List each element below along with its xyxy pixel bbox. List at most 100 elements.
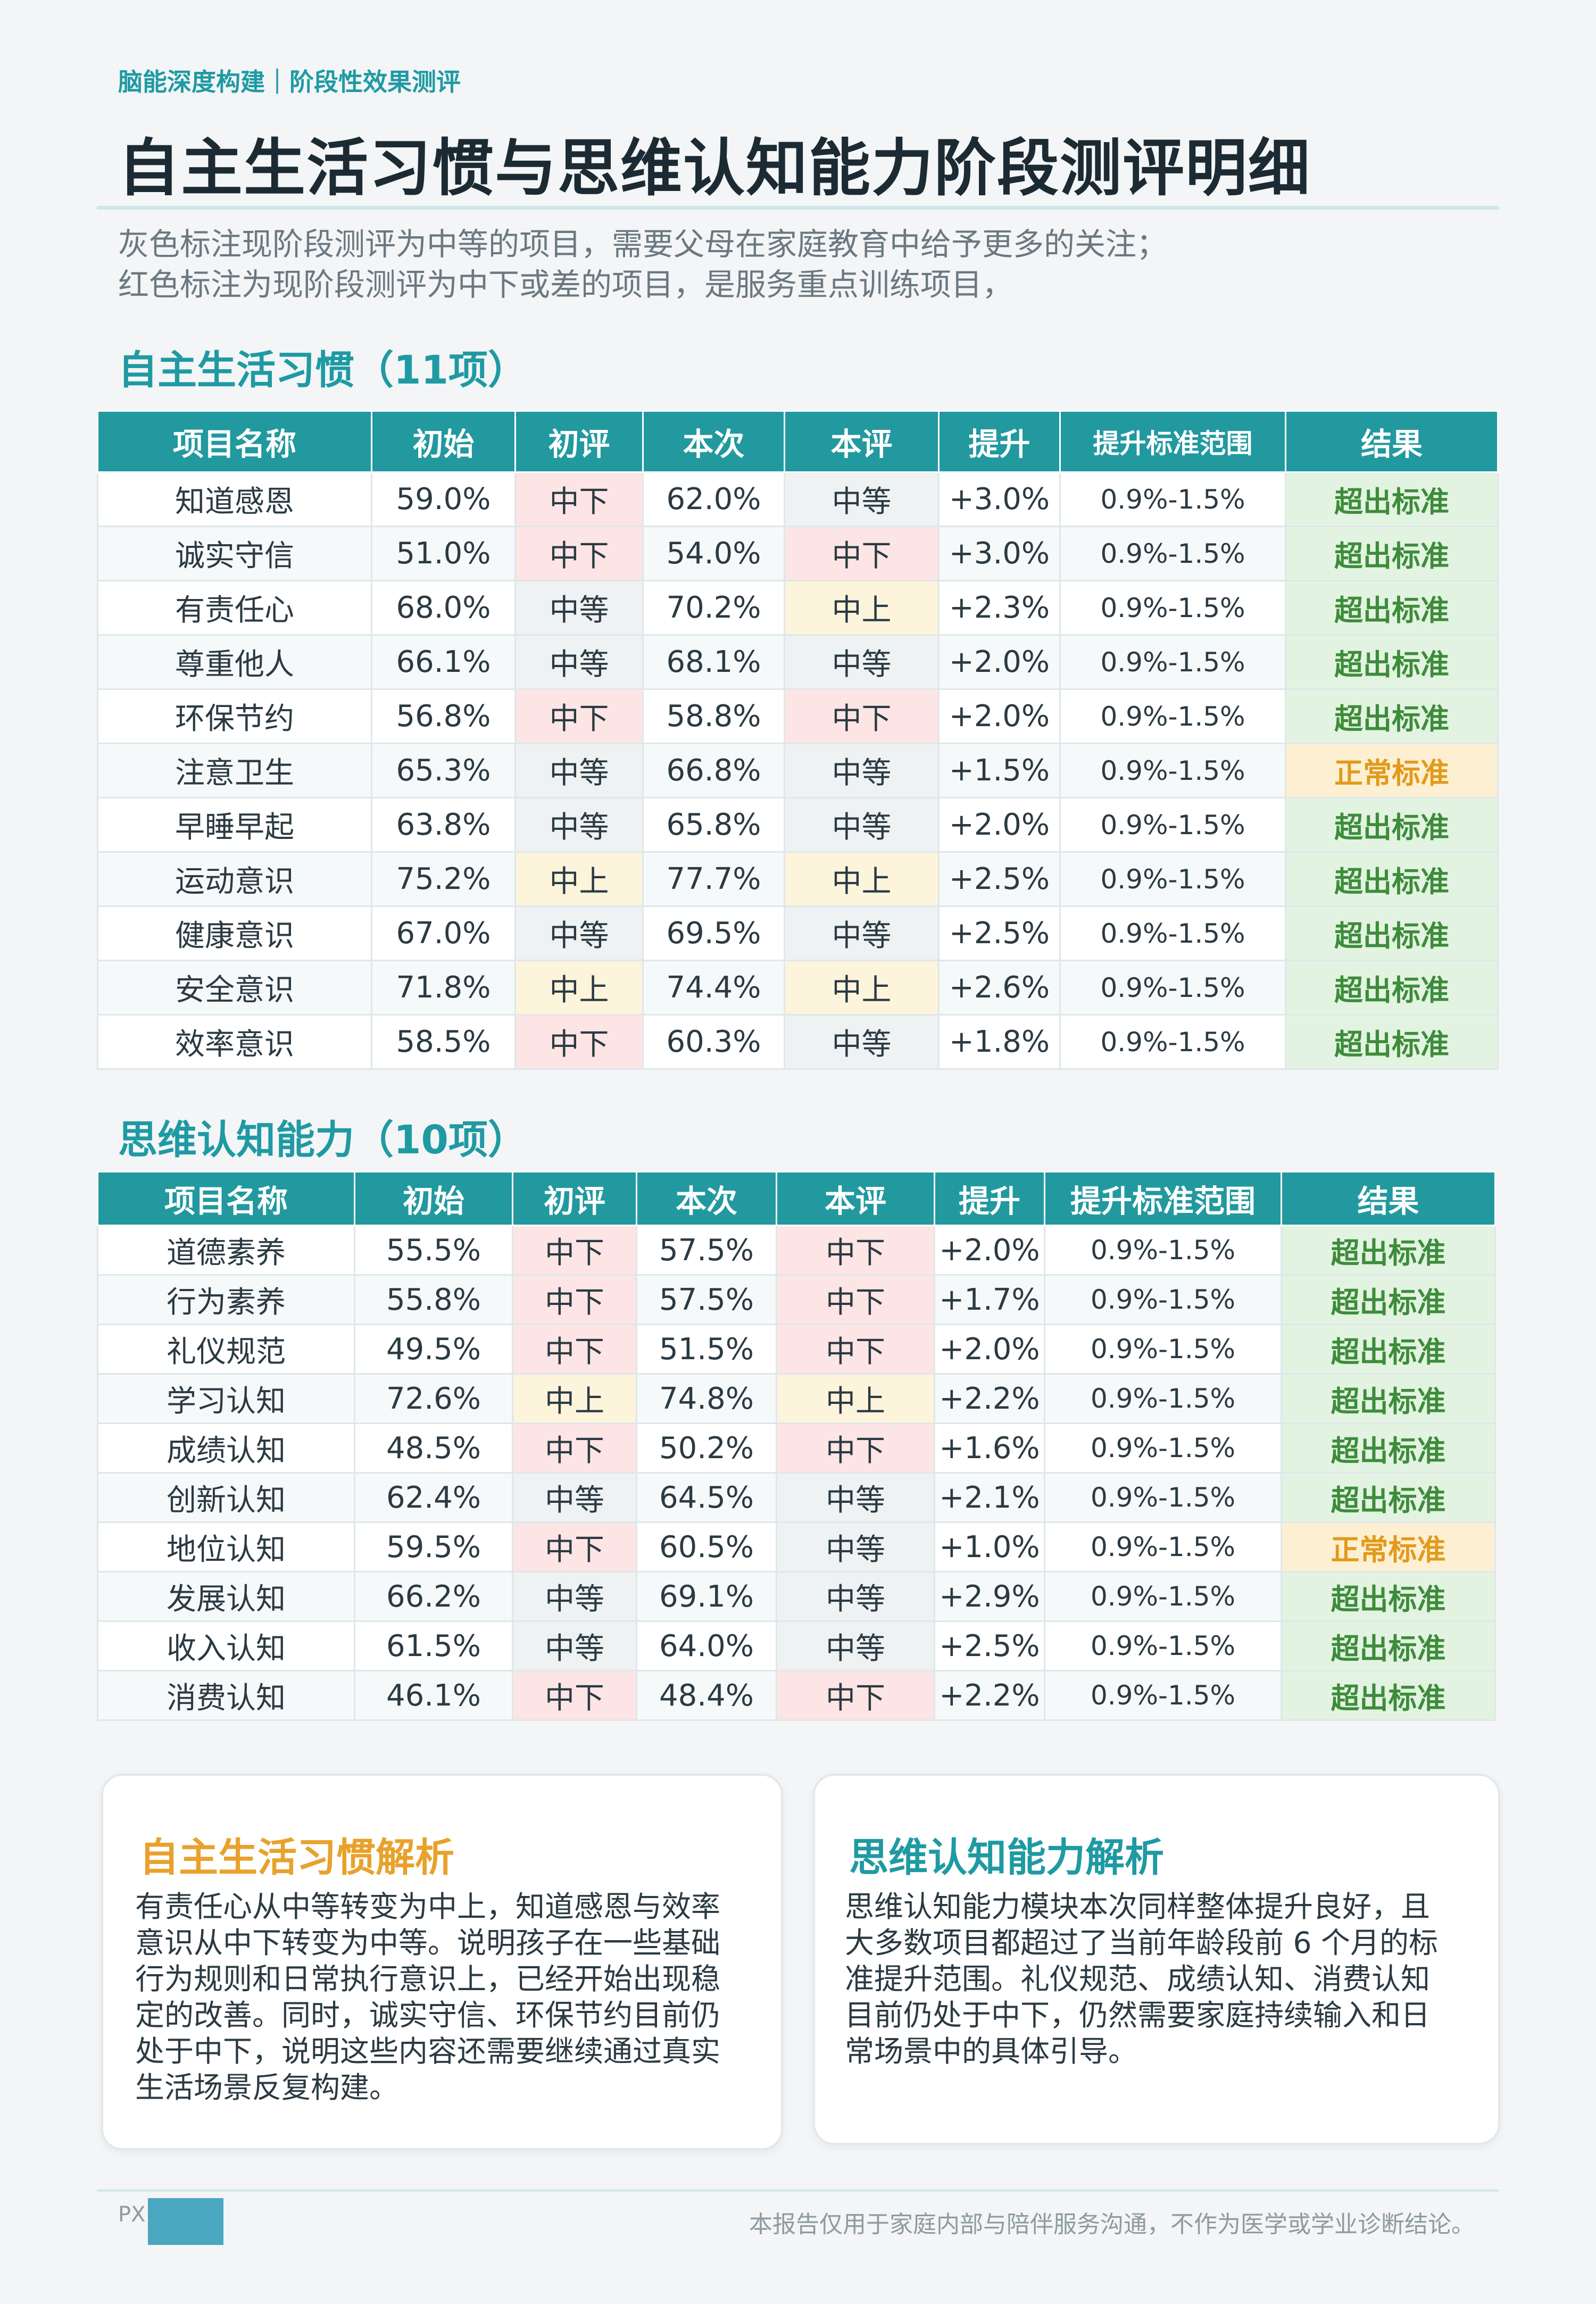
page-label: PX: [118, 2202, 146, 2227]
cognition-analysis-card: 思维认知能力解析 思维认知能力模块本次同样整体提升良好，且 大多数项目都超过了当…: [813, 1774, 1500, 2145]
section-title-habits: 自主生活习惯（11项）: [118, 347, 527, 393]
analysis-line: 思维认知能力模块本次同样整体提升良好，且: [845, 1890, 1431, 1924]
table-cell: 50.2%: [636, 1423, 777, 1474]
table-cell: 68.0%: [371, 580, 516, 636]
result-badge: 超出标准: [1285, 851, 1499, 907]
result-badge: 超出标准: [1281, 1225, 1496, 1276]
table-cell: 70.2%: [642, 580, 785, 636]
level-badge: 中下: [776, 1670, 935, 1721]
footer-divider: [97, 2189, 1499, 2192]
item-name: 效率意识: [97, 1014, 372, 1070]
habits-analysis-text: 有责任心从中等转变为中上，知道感恩与效率 意识从中下转变为中等。说明孩子在一些基…: [135, 1889, 763, 2106]
page-title: 自主生活习惯与思维认知能力阶段测评明细: [118, 132, 1311, 204]
level-badge: 中上: [784, 851, 940, 907]
table-header-row: 项目名称 初始 初评 本次 本评 提升 提升标准范围 结果: [97, 1171, 1496, 1226]
table-cell: +2.2%: [934, 1373, 1045, 1424]
table-cell: 0.9%-1.5%: [1044, 1225, 1282, 1276]
intro-note-gray: 灰色标注现阶段测评为中等的项目，需要父母在家庭教育中给予更多的关注；: [118, 226, 1168, 262]
level-badge: 中上: [776, 1373, 935, 1424]
table-cell: 0.9%-1.5%: [1059, 471, 1286, 527]
column-header: 初始: [354, 1171, 513, 1226]
level-badge: 中等: [514, 743, 644, 799]
table-cell: +2.5%: [938, 851, 1061, 907]
table-cell: +2.9%: [934, 1571, 1045, 1622]
table-row: 尊重他人 66.1% 中等 68.1% 中等 +2.0% 0.9%-1.5% 超出标准: [97, 634, 1499, 690]
table-cell: 58.5%: [371, 1014, 516, 1070]
habits-analysis-title: 自主生活习惯解析: [139, 1835, 454, 1881]
cognition-table: 项目名称 初始 初评 本次 本评 提升 提升标准范围 结果 道德素养 55.5% 中下 57.5% 中…: [97, 1171, 1496, 1721]
table-cell: 69.1%: [636, 1571, 777, 1622]
table-cell: 64.5%: [636, 1472, 777, 1523]
table-cell: 0.9%-1.5%: [1059, 743, 1286, 799]
level-badge: 中下: [776, 1324, 935, 1375]
table-cell: 59.5%: [354, 1521, 513, 1573]
table-cell: 0.9%-1.5%: [1044, 1324, 1282, 1375]
page-number-block: [148, 2198, 223, 2245]
result-badge: 超出标准: [1285, 797, 1499, 853]
result-badge: 超出标准: [1285, 905, 1499, 961]
level-badge: 中上: [784, 580, 940, 636]
table-row: 消费认知 46.1% 中下 48.4% 中下 +2.2% 0.9%-1.5% 超出标准: [97, 1670, 1496, 1721]
table-cell: +2.5%: [938, 905, 1061, 961]
table-cell: +2.0%: [934, 1225, 1045, 1276]
table-cell: 65.3%: [371, 743, 516, 799]
table-cell: +1.0%: [934, 1521, 1045, 1573]
table-cell: 0.9%-1.5%: [1059, 526, 1286, 581]
level-badge: 中下: [776, 1423, 935, 1474]
table-cell: 69.5%: [642, 905, 785, 961]
level-badge: 中等: [776, 1472, 935, 1523]
table-body: 道德素养 55.5% 中下 57.5% 中下 +2.0% 0.9%-1.5% 超出标准 行为素养…: [97, 1225, 1496, 1721]
level-badge: 中上: [784, 960, 940, 1016]
table-row: 收入认知 61.5% 中等 64.0% 中等 +2.5% 0.9%-1.5% 超出标准: [97, 1620, 1496, 1671]
item-name: 消费认知: [97, 1670, 355, 1721]
table-row: 知道感恩 59.0% 中下 62.0% 中等 +3.0% 0.9%-1.5% 超出标准: [97, 471, 1499, 527]
table-cell: 0.9%-1.5%: [1059, 580, 1286, 636]
table-cell: 0.9%-1.5%: [1059, 905, 1286, 961]
table-cell: 75.2%: [371, 851, 516, 907]
table-cell: +2.0%: [938, 797, 1061, 853]
table-cell: 63.8%: [371, 797, 516, 853]
level-badge: 中等: [784, 1014, 940, 1070]
result-badge: 超出标准: [1285, 688, 1499, 744]
table-cell: 0.9%-1.5%: [1059, 688, 1286, 744]
result-badge: 超出标准: [1285, 526, 1499, 581]
table-cell: 51.5%: [636, 1324, 777, 1375]
column-header: 本评: [784, 410, 940, 473]
habits-analysis-card: 自主生活习惯解析 有责任心从中等转变为中上，知道感恩与效率 意识从中下转变为中等…: [101, 1774, 783, 2150]
level-badge: 中等: [784, 797, 940, 853]
table-cell: 55.8%: [354, 1274, 513, 1325]
table-cell: 0.9%-1.5%: [1059, 851, 1286, 907]
table-cell: 66.1%: [371, 634, 516, 690]
level-badge: 中等: [514, 580, 644, 636]
result-badge: 超出标准: [1281, 1324, 1496, 1375]
table-cell: 74.4%: [642, 960, 785, 1016]
table-row: 安全意识 71.8% 中上 74.4% 中上 +2.6% 0.9%-1.5% 超出标准: [97, 960, 1499, 1016]
level-badge: 中等: [776, 1620, 935, 1671]
item-name: 礼仪规范: [97, 1324, 355, 1375]
level-badge: 中上: [514, 960, 644, 1016]
analysis-line: 目前仍处于中下，仍然需要家庭持续输入和日: [845, 1998, 1431, 2032]
item-name: 注意卫生: [97, 743, 372, 799]
result-badge: 超出标准: [1285, 960, 1499, 1016]
column-header: 初始: [371, 410, 516, 473]
table-cell: +3.0%: [938, 526, 1061, 581]
table-row: 行为素养 55.8% 中下 57.5% 中下 +1.7% 0.9%-1.5% 超出标准: [97, 1274, 1496, 1325]
table-cell: 56.8%: [371, 688, 516, 744]
table-cell: 49.5%: [354, 1324, 513, 1375]
level-badge: 中下: [512, 1521, 637, 1573]
analysis-line: 处于中下，说明这些内容还需要继续通过真实: [135, 2034, 721, 2068]
level-badge: 中等: [514, 634, 644, 690]
level-badge: 中下: [514, 526, 644, 581]
table-cell: 0.9%-1.5%: [1059, 797, 1286, 853]
table-cell: 0.9%-1.5%: [1044, 1521, 1282, 1573]
table-cell: +2.0%: [938, 634, 1061, 690]
level-badge: 中等: [784, 634, 940, 690]
table-header-row: 项目名称 初始 初评 本次 本评 提升 提升标准范围 结果: [97, 410, 1499, 473]
table-cell: 60.3%: [642, 1014, 785, 1070]
level-badge: 中下: [512, 1324, 637, 1375]
footer-disclaimer: 本报告仅用于家庭内部与陪伴服务沟通，不作为医学或学业诊断结论。: [749, 2211, 1475, 2238]
table-cell: 74.8%: [636, 1373, 777, 1424]
cognition-analysis-title: 思维认知能力解析: [849, 1835, 1164, 1881]
column-header: 提升: [938, 410, 1061, 473]
analysis-line: 行为规则和日常执行意识上，已经开始出现稳: [135, 1962, 721, 1996]
